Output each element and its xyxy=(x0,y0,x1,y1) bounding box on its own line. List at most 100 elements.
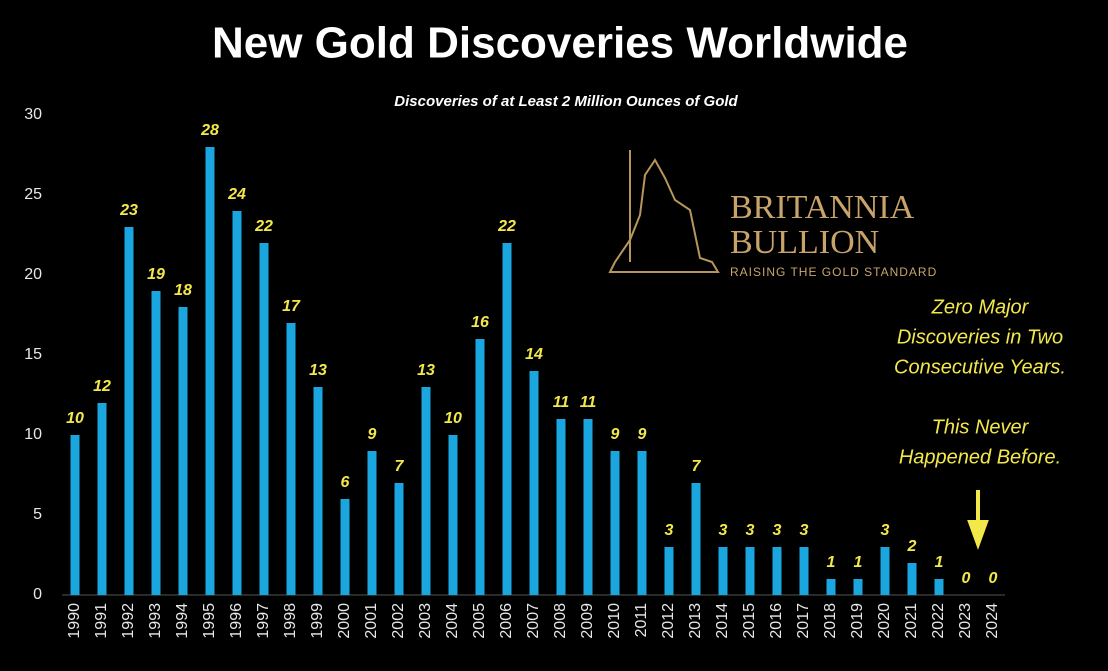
x-tick-label: 2004 xyxy=(444,603,461,639)
y-tick-label: 15 xyxy=(24,346,42,363)
x-tick-label: 2013 xyxy=(687,603,704,639)
x-tick-label: 2012 xyxy=(660,603,677,639)
chart-subtitle: Discoveries of at Least 2 Million Ounces… xyxy=(394,93,738,110)
bar xyxy=(799,547,809,595)
bar xyxy=(367,451,377,595)
bar xyxy=(745,547,755,595)
x-tick-label: 2002 xyxy=(390,603,407,639)
data-label: 9 xyxy=(638,426,647,443)
x-tick-label: 2016 xyxy=(768,603,785,639)
x-tick-label: 2023 xyxy=(957,603,974,639)
x-tick-label: 2010 xyxy=(606,603,623,639)
data-label: 19 xyxy=(147,266,165,283)
bar xyxy=(772,547,782,595)
x-tick-label: 1998 xyxy=(282,603,299,639)
x-tick-label: 2000 xyxy=(336,603,353,639)
x-tick-label: 1992 xyxy=(120,603,137,639)
bar xyxy=(880,547,890,595)
y-tick-label: 30 xyxy=(24,106,42,123)
bar xyxy=(421,387,431,595)
data-label: 12 xyxy=(93,378,111,395)
data-label: 7 xyxy=(395,458,405,475)
arrow xyxy=(967,490,989,550)
annotation-text: Consecutive Years. xyxy=(894,356,1066,378)
bar xyxy=(178,307,188,595)
x-tick-label: 2021 xyxy=(903,603,920,639)
data-label: 28 xyxy=(200,122,219,139)
x-tick-label: 1995 xyxy=(201,603,218,639)
bar xyxy=(313,387,323,595)
x-tick-label: 2006 xyxy=(498,603,515,639)
x-tick-label: 2003 xyxy=(417,603,434,639)
data-label: 17 xyxy=(282,298,301,315)
x-tick-label: 1999 xyxy=(309,603,326,639)
data-label: 9 xyxy=(368,426,377,443)
x-tick-label: 2017 xyxy=(795,603,812,639)
data-label: 3 xyxy=(773,522,782,539)
bar xyxy=(502,243,512,595)
bar xyxy=(232,211,242,595)
x-tick-label: 2014 xyxy=(714,603,731,639)
data-label: 7 xyxy=(692,458,702,475)
data-label: 10 xyxy=(444,410,462,427)
annotation-text: Zero Major xyxy=(931,296,1030,318)
bar xyxy=(475,339,485,595)
data-label: 10 xyxy=(66,410,84,427)
data-label: 24 xyxy=(227,186,246,203)
x-tick-label: 1996 xyxy=(228,603,245,639)
x-tick-label: 1990 xyxy=(66,603,83,639)
bar xyxy=(853,579,863,595)
x-tick-label: 2011 xyxy=(633,603,650,638)
data-label: 0 xyxy=(989,570,998,587)
x-tick-label: 1991 xyxy=(93,603,110,639)
y-tick-label: 5 xyxy=(33,506,42,523)
logo-text: BULLION xyxy=(730,224,879,261)
data-label: 13 xyxy=(309,362,327,379)
data-label: 2 xyxy=(907,538,917,555)
data-label: 22 xyxy=(497,218,516,235)
bar xyxy=(70,435,80,595)
data-label: 3 xyxy=(746,522,755,539)
x-tick-label: 1997 xyxy=(255,603,272,639)
data-label: 16 xyxy=(471,314,489,331)
logo: BRITANNIA BULLION RAISING THE GOLD STAND… xyxy=(608,150,936,279)
data-label: 9 xyxy=(611,426,620,443)
x-tick-label: 2020 xyxy=(876,603,893,639)
data-label: 11 xyxy=(553,394,570,411)
bar xyxy=(826,579,836,595)
data-label: 13 xyxy=(417,362,435,379)
annotation: Zero Major Discoveries in Two Consecutive … xyxy=(894,296,1066,468)
x-tick-label: 2001 xyxy=(363,603,380,639)
data-label: 3 xyxy=(665,522,674,539)
data-label: 0 xyxy=(962,570,971,587)
data-label: 6 xyxy=(341,474,350,491)
x-tick-label: 1994 xyxy=(174,603,191,639)
bar xyxy=(556,419,566,595)
x-tick-label: 2009 xyxy=(579,603,596,639)
x-tick-label: 2005 xyxy=(471,603,488,639)
annotation-text: Happened Before. xyxy=(899,446,1061,468)
bar xyxy=(286,323,296,595)
bar xyxy=(394,483,404,595)
bar xyxy=(718,547,728,595)
bar xyxy=(583,419,593,595)
bar xyxy=(340,499,350,595)
logo-text: BRITANNIA xyxy=(730,189,915,226)
data-label: 11 xyxy=(580,394,597,411)
chart-title: New Gold Discoveries Worldwide xyxy=(212,19,908,68)
data-label: 1 xyxy=(854,554,863,571)
bar xyxy=(637,451,647,595)
x-tick-label: 2015 xyxy=(741,603,758,639)
bar xyxy=(448,435,458,595)
x-tick-label: 2007 xyxy=(525,603,542,639)
data-label: 3 xyxy=(719,522,728,539)
bar xyxy=(151,291,161,595)
data-label: 3 xyxy=(800,522,809,539)
y-tick-label: 10 xyxy=(24,426,42,443)
data-label: 1 xyxy=(935,554,944,571)
bar xyxy=(934,579,944,595)
data-label: 1 xyxy=(827,554,836,571)
bar xyxy=(259,243,269,595)
data-label: 14 xyxy=(525,346,543,363)
